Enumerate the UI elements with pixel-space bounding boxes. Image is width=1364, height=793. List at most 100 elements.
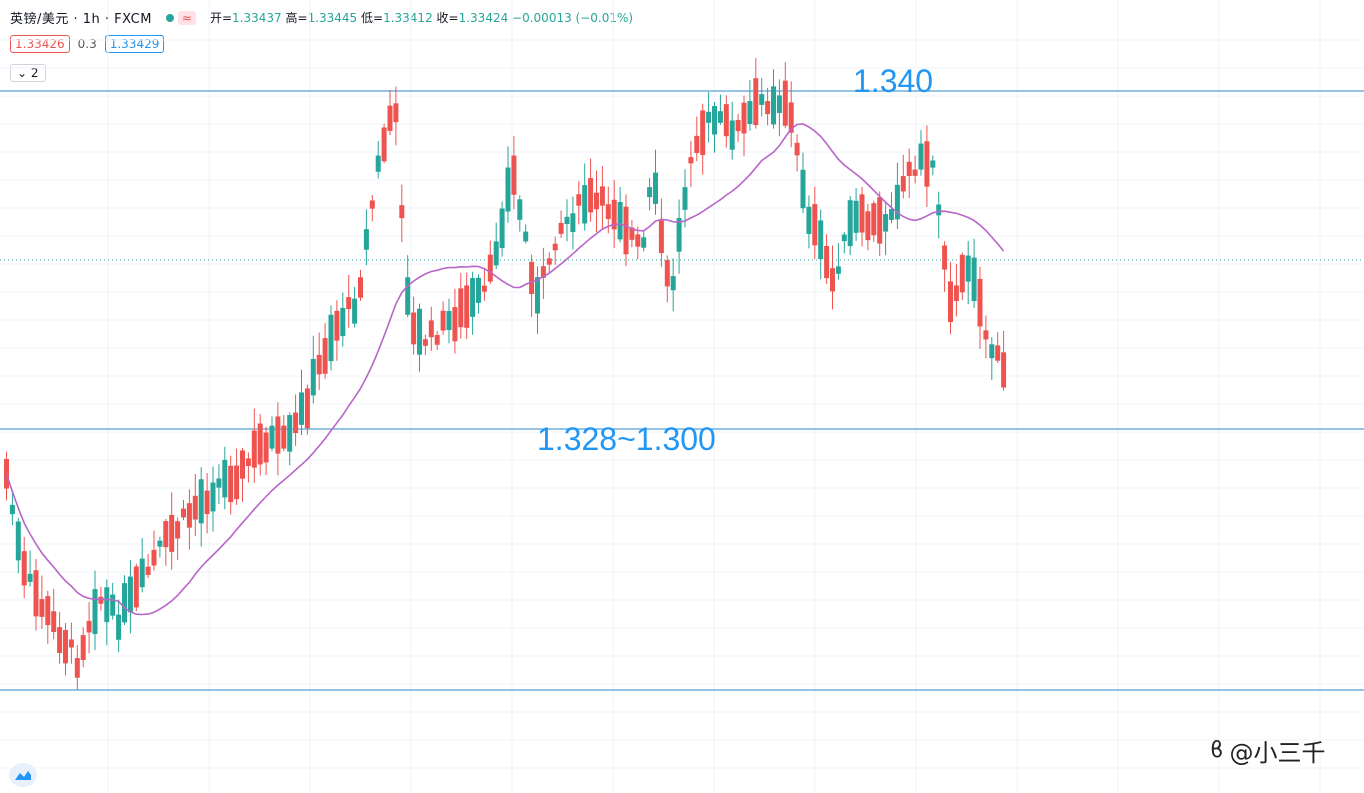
- candle-up: [133, 566, 139, 608]
- candle-up: [175, 521, 181, 539]
- candle-up: [664, 260, 670, 287]
- candle-up: [322, 338, 328, 374]
- candle-up: [39, 599, 45, 617]
- candle-up: [812, 204, 818, 246]
- candle-down: [523, 231, 529, 242]
- candle-up: [487, 254, 493, 282]
- candle-up: [422, 339, 428, 346]
- candle-down: [27, 573, 33, 582]
- candle-down: [835, 266, 841, 274]
- candle-up: [765, 101, 771, 115]
- candle-up: [204, 490, 210, 515]
- candle-up: [635, 234, 641, 247]
- candle-up: [51, 611, 57, 632]
- candle-up: [552, 243, 558, 251]
- candle-down: [363, 229, 369, 250]
- candle-down: [139, 558, 145, 588]
- candle-up: [723, 104, 729, 137]
- candle-up: [68, 639, 74, 648]
- candle-down: [712, 106, 717, 135]
- candle-up: [959, 254, 965, 293]
- candle-down: [647, 187, 653, 198]
- price-line-label: 1.340: [853, 63, 933, 99]
- candle-down: [505, 167, 511, 212]
- candle-up: [623, 206, 629, 255]
- chart-legend: 英镑/美元 · 1h · FXCM ≈ 开=1.33437 高=1.33445 …: [10, 8, 633, 27]
- candle-up: [464, 285, 470, 328]
- ohlc-readout: 开=1.33437 高=1.33445 低=1.33412 收=1.33424 …: [210, 9, 633, 26]
- candle-down: [470, 278, 476, 317]
- candle-down: [853, 200, 859, 233]
- candle-up: [824, 246, 830, 279]
- open-value: 1.33437: [232, 11, 282, 25]
- candle-down: [535, 277, 540, 314]
- candle-up: [234, 465, 240, 500]
- candle-up: [399, 205, 405, 219]
- candle-up: [240, 450, 245, 479]
- candle-up: [995, 345, 1001, 361]
- candle-up: [558, 222, 564, 234]
- candle-down: [375, 155, 381, 172]
- weibo-icon: ϐ: [1210, 738, 1224, 763]
- candle-up: [358, 277, 363, 298]
- candle-up: [983, 330, 989, 340]
- candle-up: [275, 416, 281, 454]
- candle-up: [912, 169, 918, 176]
- candle-down: [476, 277, 481, 303]
- candle-up: [481, 285, 487, 292]
- candle-up: [546, 258, 552, 265]
- candle-down: [759, 94, 765, 105]
- candle-up: [658, 220, 664, 254]
- candle-up: [865, 211, 871, 241]
- candle-down: [157, 540, 163, 547]
- candle-up: [788, 102, 794, 133]
- candle-up: [1001, 352, 1007, 388]
- symbol-title[interactable]: 英镑/美元 · 1h · FXCM: [10, 12, 152, 27]
- candle-down: [340, 307, 346, 337]
- change-value: −0.00013 (−0.01%): [512, 11, 634, 25]
- candle-down: [841, 234, 847, 242]
- candle-up: [381, 127, 387, 162]
- candle-down: [287, 415, 293, 452]
- candle-down: [706, 111, 712, 123]
- candle-down: [216, 478, 222, 488]
- low-value: 1.33412: [383, 11, 433, 25]
- candle-up: [80, 635, 86, 661]
- candle-up: [163, 521, 169, 548]
- close-value: 1.33424: [458, 11, 509, 25]
- candle-up: [263, 432, 269, 463]
- candle-up: [387, 105, 393, 131]
- candle-up: [953, 285, 959, 301]
- candle-down: [771, 86, 776, 125]
- candle-up: [304, 388, 310, 429]
- candle-up: [700, 110, 706, 156]
- price-line-label: 1.328~1.300: [537, 421, 716, 457]
- candle-down: [717, 111, 723, 123]
- indicators-count: 2: [30, 66, 39, 80]
- candle-down: [15, 521, 21, 561]
- candle-up: [21, 551, 27, 586]
- candle-up: [169, 514, 175, 552]
- candle-down: [682, 187, 688, 210]
- candle-up: [694, 135, 700, 153]
- candle-down: [889, 209, 894, 220]
- candle-down: [493, 241, 499, 266]
- tradingview-logo-icon[interactable]: [9, 763, 37, 787]
- open-label: 开=: [209, 11, 233, 25]
- candle-up: [251, 430, 257, 468]
- candle-down: [570, 213, 576, 233]
- candle-up: [346, 297, 352, 310]
- candle-down: [499, 208, 505, 249]
- candle-up: [293, 412, 299, 434]
- candle-up: [192, 495, 198, 520]
- candle-up: [334, 310, 340, 341]
- candle-up: [735, 119, 741, 132]
- candle-down: [847, 200, 853, 247]
- candle-up: [753, 78, 759, 126]
- candle-up: [877, 197, 883, 244]
- moving-average-line: [5, 123, 1005, 616]
- candle-down: [92, 589, 98, 635]
- candle-down: [894, 184, 900, 220]
